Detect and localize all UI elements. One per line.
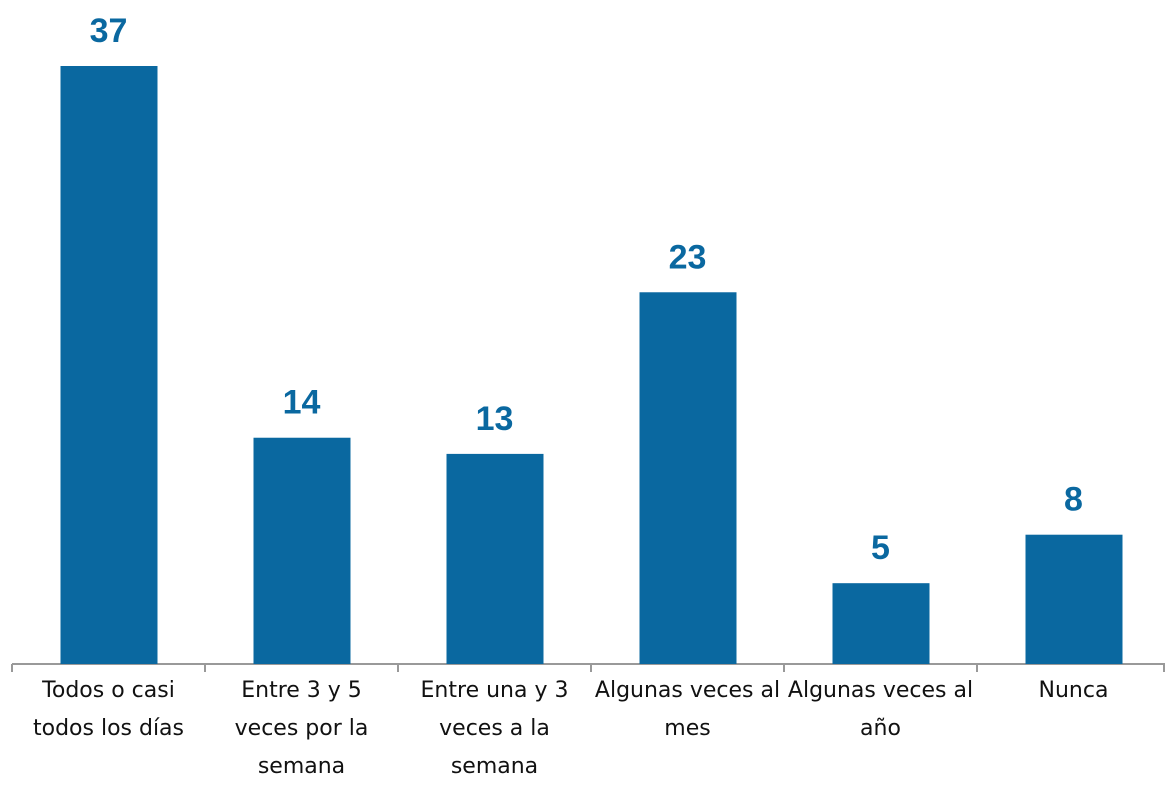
x-tick-label: Entre 3 y 5 veces por la semana <box>234 678 369 779</box>
bar <box>639 292 737 664</box>
value-label: 5 <box>871 529 890 567</box>
bar <box>1025 534 1123 664</box>
value-label: 13 <box>476 400 514 438</box>
x-tick-label: Todos o casi todos los días <box>32 678 184 741</box>
bar <box>446 453 544 664</box>
x-tick-label: Entre una y 3 veces a la semana <box>420 678 569 779</box>
value-label: 8 <box>1064 481 1083 519</box>
bar <box>253 437 351 664</box>
x-tick-label: Nunca <box>1038 678 1109 703</box>
bar <box>60 66 158 664</box>
value-label: 23 <box>669 238 707 276</box>
x-tick-label: Algunas veces al mes <box>594 678 781 741</box>
value-label: 37 <box>90 12 128 50</box>
x-tick-label: Algunas veces al año <box>787 678 974 741</box>
value-label: 14 <box>283 384 321 422</box>
bar <box>832 583 930 664</box>
